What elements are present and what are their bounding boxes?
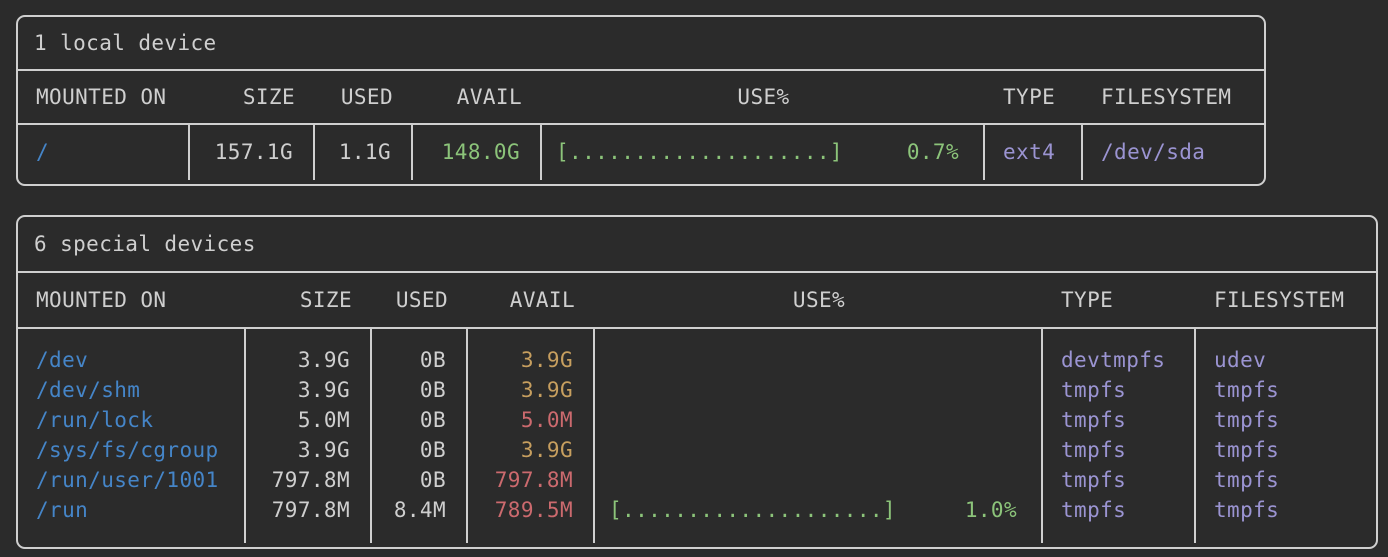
column-header-use-pct: USE% (737, 85, 790, 109)
column-header-size: SIZE (242, 85, 295, 109)
usage-row (595, 465, 1041, 495)
used-column: 0B 0B 0B 0B 0B 8.4M (372, 329, 468, 543)
filesystem-value: tmpfs (1214, 438, 1280, 462)
filesystem-column: /dev/sda (1083, 125, 1264, 180)
filesystem-column: udev tmpfs tmpfs tmpfs tmpfs tmpfs (1196, 329, 1376, 543)
avail-value: 5.0M (520, 408, 573, 432)
type-value: tmpfs (1061, 468, 1127, 492)
used-value: 0B (419, 378, 446, 402)
usage-bar: [....................] (556, 140, 843, 164)
filesystem-value: /dev/sda (1101, 140, 1206, 164)
local-devices-header: MOUNTED ON SIZE USED AVAIL USE% TYPE FIL… (18, 71, 1264, 125)
mount-point: /run (36, 498, 89, 522)
filesystem-value: tmpfs (1214, 498, 1280, 522)
size-value: 797.8M (271, 498, 350, 522)
usage-percent: 0.7% (906, 140, 959, 164)
usage-row (595, 375, 1041, 405)
table-title-text: 1 local device (34, 31, 217, 55)
usage-row (595, 345, 1041, 375)
filesystem-value: tmpfs (1214, 378, 1280, 402)
type-value: tmpfs (1061, 498, 1127, 522)
column-header-use-pct: USE% (792, 288, 846, 312)
type-value: tmpfs (1061, 408, 1127, 432)
size-value: 157.1G (214, 140, 293, 164)
used-column: 1.1G (315, 125, 413, 180)
used-value: 0B (419, 348, 446, 372)
column-header-mounted-on: MOUNTED ON (36, 85, 167, 109)
special-devices-table: 6 special devices MOUNTED ON SIZE USED A… (16, 215, 1378, 549)
local-devices-body: / 157.1G 1.1G 148.0G [..................… (18, 125, 1264, 180)
size-column: 157.1G (190, 125, 315, 180)
avail-column: 3.9G 3.9G 5.0M 3.9G 797.8M 789.5M (468, 329, 595, 543)
used-value: 0B (419, 468, 446, 492)
type-column: ext4 (985, 125, 1083, 180)
size-value: 5.0M (297, 408, 350, 432)
mount-point: /dev (36, 348, 89, 372)
column-header-avail: AVAIL (456, 85, 522, 109)
usage-percent: 1.0% (964, 498, 1017, 522)
size-value: 3.9G (297, 438, 350, 462)
column-header-used: USED (395, 288, 448, 312)
type-column: devtmpfs tmpfs tmpfs tmpfs tmpfs tmpfs (1043, 329, 1196, 543)
avail-value: 789.5M (494, 498, 573, 522)
type-value: tmpfs (1061, 438, 1127, 462)
mount-point: /dev/shm (36, 378, 141, 402)
avail-value: 797.8M (494, 468, 573, 492)
filesystem-value: tmpfs (1214, 408, 1280, 432)
filesystem-value: tmpfs (1214, 468, 1280, 492)
column-header-filesystem: FILESYSTEM (1101, 85, 1232, 109)
type-value: tmpfs (1061, 378, 1127, 402)
mounted-on-column: /dev /dev/shm /run/lock /sys/fs/cgroup /… (18, 329, 246, 543)
column-header-type: TYPE (1003, 85, 1056, 109)
usage-row: [....................] 1.0% (595, 495, 1041, 525)
avail-value: 3.9G (520, 438, 573, 462)
usage-row (595, 405, 1041, 435)
mount-point: /run/lock (36, 408, 154, 432)
used-value: 0B (419, 438, 446, 462)
mount-point: /sys/fs/cgroup (36, 438, 219, 462)
used-value: 0B (419, 408, 446, 432)
usage-row (595, 435, 1041, 465)
mounted-on-column: / (18, 125, 190, 180)
filesystem-value: udev (1214, 348, 1267, 372)
local-devices-table: 1 local device MOUNTED ON SIZE USED AVAI… (16, 15, 1266, 186)
use-pct-column: [....................] 0.7% (542, 125, 985, 180)
avail-column: 148.0G (413, 125, 542, 180)
column-header-used: USED (340, 85, 393, 109)
usage-row: [....................] 0.7% (542, 137, 983, 167)
special-devices-title: 6 special devices (18, 217, 1376, 273)
type-value: ext4 (1003, 140, 1056, 164)
size-value: 3.9G (297, 378, 350, 402)
used-value: 8.4M (393, 498, 446, 522)
avail-value: 3.9G (520, 378, 573, 402)
column-header-filesystem: FILESYSTEM (1214, 288, 1345, 312)
size-value: 797.8M (271, 468, 350, 492)
used-value: 1.1G (338, 140, 391, 164)
size-value: 3.9G (297, 348, 350, 372)
size-column: 3.9G 3.9G 5.0M 3.9G 797.8M 797.8M (246, 329, 372, 543)
column-header-mounted-on: MOUNTED ON (36, 288, 167, 312)
type-value: devtmpfs (1061, 348, 1166, 372)
column-header-avail: AVAIL (509, 288, 575, 312)
special-devices-header: MOUNTED ON SIZE USED AVAIL USE% TYPE FIL… (18, 273, 1376, 329)
table-title-text: 6 special devices (34, 232, 256, 256)
mount-point: / (36, 140, 50, 164)
use-pct-column: [....................] 1.0% (595, 329, 1043, 543)
mount-point: /run/user/1001 (36, 468, 219, 492)
column-header-type: TYPE (1061, 288, 1114, 312)
special-devices-body: /dev /dev/shm /run/lock /sys/fs/cgroup /… (18, 329, 1376, 543)
usage-bar: [....................] (609, 498, 896, 522)
local-devices-title: 1 local device (18, 17, 1264, 71)
avail-value: 3.9G (520, 348, 573, 372)
column-header-size: SIZE (299, 288, 352, 312)
avail-value: 148.0G (441, 140, 520, 164)
